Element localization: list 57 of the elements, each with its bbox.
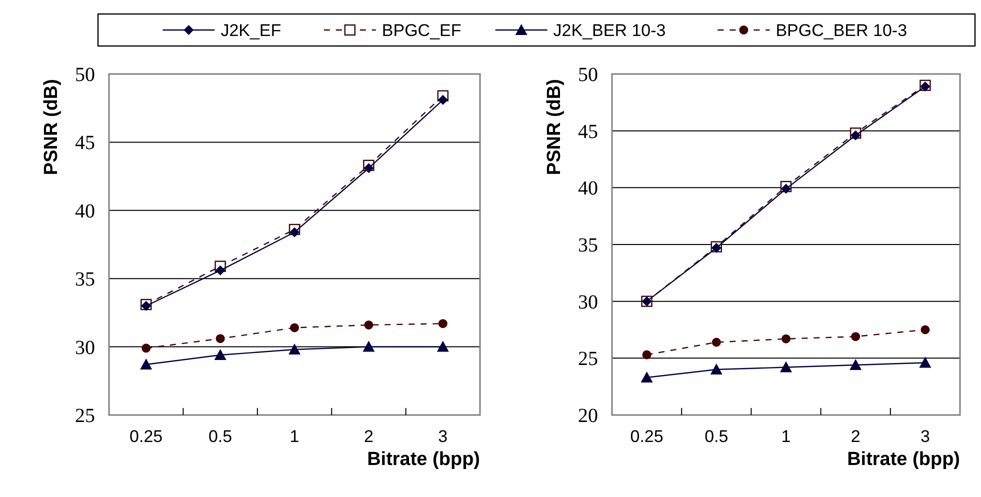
legend-label: J2K_EF bbox=[220, 20, 282, 40]
x-tick-label: 0.5 bbox=[208, 427, 232, 446]
point bbox=[920, 325, 930, 334]
legend-label: BPGC_EF bbox=[382, 20, 462, 40]
y-tick-label: 20 bbox=[578, 405, 598, 427]
point bbox=[850, 358, 862, 370]
x-tick-label: 0.5 bbox=[704, 427, 728, 446]
y-tick-label: 35 bbox=[578, 234, 598, 256]
y-tick-label: 40 bbox=[578, 178, 598, 200]
point bbox=[438, 94, 448, 105]
point bbox=[290, 227, 300, 238]
point bbox=[140, 358, 152, 370]
y-tick-label: 25 bbox=[75, 405, 95, 427]
point bbox=[364, 320, 374, 330]
x-tick-label: 2 bbox=[364, 427, 374, 446]
y-axis-title: PSNR (dB) bbox=[41, 79, 62, 176]
y-tick-label: 45 bbox=[578, 120, 598, 143]
point bbox=[142, 344, 151, 353]
point bbox=[216, 334, 225, 344]
legend-label: J2K_BER 10-3 bbox=[553, 20, 666, 40]
y-tick-label: 50 bbox=[75, 64, 95, 86]
point bbox=[850, 130, 861, 140]
point bbox=[436, 340, 449, 352]
y-tick-label: 30 bbox=[578, 291, 598, 314]
y-tick-label: 25 bbox=[578, 348, 598, 370]
y-axis-title: PSNR (dB) bbox=[544, 79, 565, 176]
point bbox=[288, 344, 300, 355]
x-tick-label: 3 bbox=[438, 427, 448, 446]
point bbox=[851, 332, 860, 342]
x-tick-label: 3 bbox=[920, 427, 930, 446]
point bbox=[781, 184, 791, 194]
x-tick-label: 0.25 bbox=[130, 427, 163, 446]
x-axis-title: Bitrate (bpp) bbox=[367, 449, 480, 470]
point bbox=[362, 340, 375, 352]
point bbox=[364, 163, 374, 174]
point bbox=[214, 348, 226, 360]
point bbox=[290, 323, 299, 332]
x-tick-label: 2 bbox=[850, 427, 860, 446]
y-tick-label: 45 bbox=[75, 132, 95, 154]
y-tick-label: 30 bbox=[75, 336, 95, 359]
x-tick-label: 0.25 bbox=[630, 427, 664, 446]
point bbox=[438, 319, 448, 328]
point bbox=[710, 364, 722, 375]
point bbox=[215, 265, 226, 276]
legend-label: BPGC_BER 10-3 bbox=[776, 20, 908, 40]
point bbox=[780, 361, 792, 372]
point bbox=[782, 334, 790, 344]
y-tick-label: 35 bbox=[75, 268, 95, 291]
x-axis-title: Bitrate (bpp) bbox=[847, 449, 960, 470]
point bbox=[712, 338, 721, 347]
x-tick-label: 1 bbox=[781, 427, 791, 446]
x-tick-label: 1 bbox=[290, 427, 300, 446]
y-tick-label: 50 bbox=[578, 64, 598, 86]
point bbox=[640, 371, 653, 382]
y-tick-label: 40 bbox=[75, 200, 95, 222]
point bbox=[919, 356, 932, 368]
point bbox=[642, 350, 652, 360]
